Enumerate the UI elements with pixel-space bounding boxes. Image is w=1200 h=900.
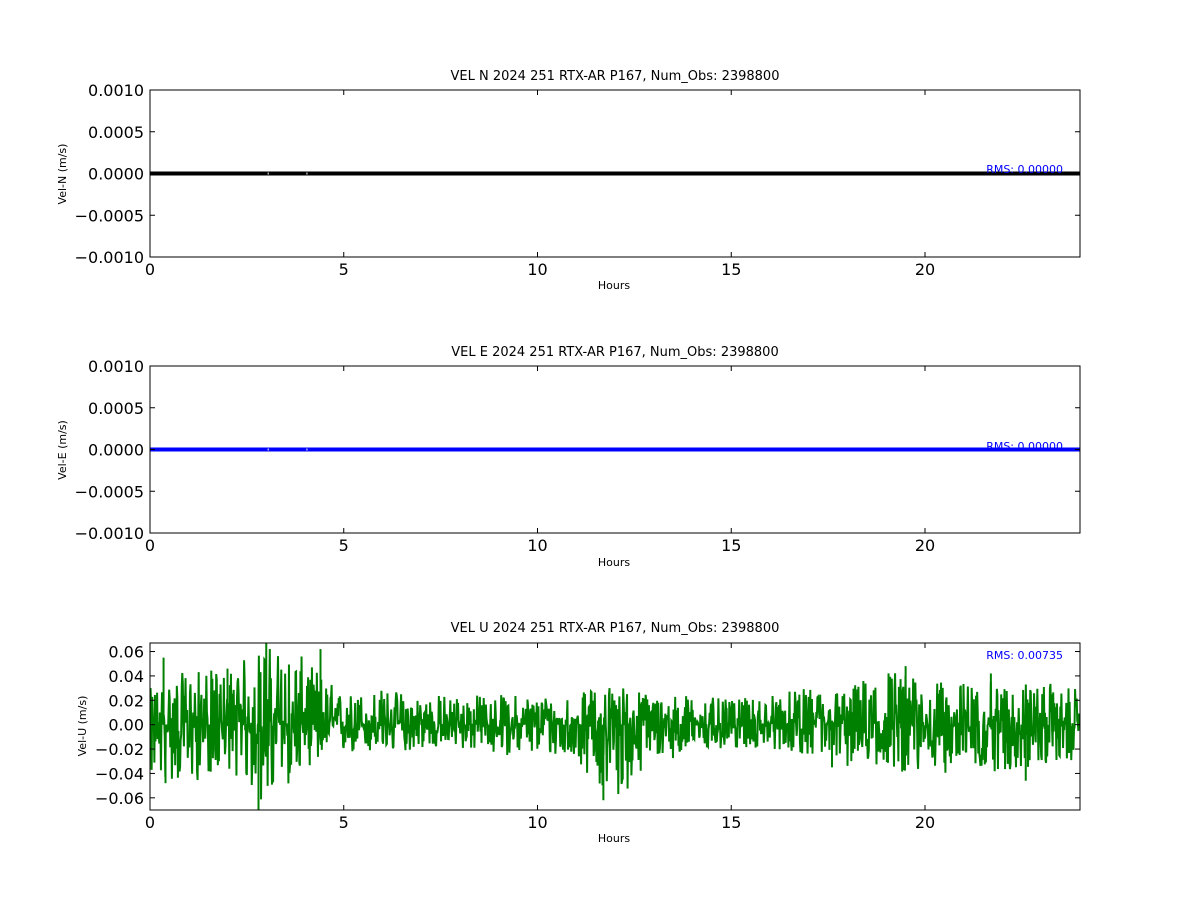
x-axis-label: Hours xyxy=(598,556,630,569)
y-axis-label: Vel-U (m/s) xyxy=(76,696,89,757)
y-tick-label: 0.06 xyxy=(108,643,144,662)
x-tick-label: 10 xyxy=(527,260,547,279)
x-tick-label: 5 xyxy=(339,813,349,832)
y-tick-label: −0.06 xyxy=(95,789,144,808)
y-tick-label: 0.0005 xyxy=(88,123,144,142)
y-tick-label: 0.02 xyxy=(108,691,144,710)
y-tick-label: 0.0010 xyxy=(88,357,144,376)
y-tick-label: −0.0010 xyxy=(75,524,144,543)
panel-vel-e: VEL E 2024 251 RTX-AR P167, Num_Obs: 239… xyxy=(56,345,1081,569)
chart-title: VEL N 2024 251 RTX-AR P167, Num_Obs: 239… xyxy=(451,69,780,84)
y-tick-label: −0.04 xyxy=(95,764,144,783)
x-tick-label: 15 xyxy=(721,536,741,555)
chart-title: VEL E 2024 251 RTX-AR P167, Num_Obs: 239… xyxy=(451,345,778,360)
rms-label: RMS: 0.00000 xyxy=(986,163,1063,176)
x-tick-label: 10 xyxy=(527,536,547,555)
y-tick-label: −0.0005 xyxy=(75,482,144,501)
x-tick-label: 5 xyxy=(339,536,349,555)
x-tick-label: 0 xyxy=(145,536,155,555)
y-tick-label: −0.0005 xyxy=(75,206,144,225)
y-tick-label: 0.0005 xyxy=(88,399,144,418)
y-tick-label: 0.0000 xyxy=(88,441,144,460)
x-tick-label: 0 xyxy=(145,260,155,279)
x-tick-label: 15 xyxy=(721,260,741,279)
chart-title: VEL U 2024 251 RTX-AR P167, Num_Obs: 239… xyxy=(451,621,780,636)
x-tick-label: 15 xyxy=(721,813,741,832)
rms-label: RMS: 0.00735 xyxy=(986,649,1063,662)
y-axis-label: Vel-E (m/s) xyxy=(56,420,69,480)
x-axis-label: Hours xyxy=(598,279,630,292)
y-tick-label: 0.0000 xyxy=(88,165,144,184)
y-axis-label: Vel-N (m/s) xyxy=(56,144,69,205)
x-axis-label: Hours xyxy=(598,832,630,845)
y-tick-label: 0.0010 xyxy=(88,81,144,100)
y-tick-label: 0.04 xyxy=(108,667,144,686)
x-tick-label: 20 xyxy=(915,536,935,555)
panel-vel-n: VEL N 2024 251 RTX-AR P167, Num_Obs: 239… xyxy=(56,69,1081,292)
axes-frame xyxy=(149,642,1081,811)
x-tick-label: 0 xyxy=(145,813,155,832)
y-tick-label: −0.02 xyxy=(95,740,144,759)
x-tick-label: 10 xyxy=(527,813,547,832)
x-tick-label: 20 xyxy=(915,813,935,832)
plot-area xyxy=(150,171,1080,176)
rms-label: RMS: 0.00000 xyxy=(986,440,1063,453)
y-tick-label: −0.0010 xyxy=(75,248,144,267)
x-tick-label: 5 xyxy=(339,260,349,279)
series-line xyxy=(150,648,1080,800)
x-tick-label: 20 xyxy=(915,260,935,279)
panel-vel-u: VEL U 2024 251 RTX-AR P167, Num_Obs: 239… xyxy=(76,621,1081,845)
plot-area xyxy=(150,447,1080,452)
plot-area xyxy=(150,643,1080,810)
y-tick-label: 0.00 xyxy=(108,716,144,735)
